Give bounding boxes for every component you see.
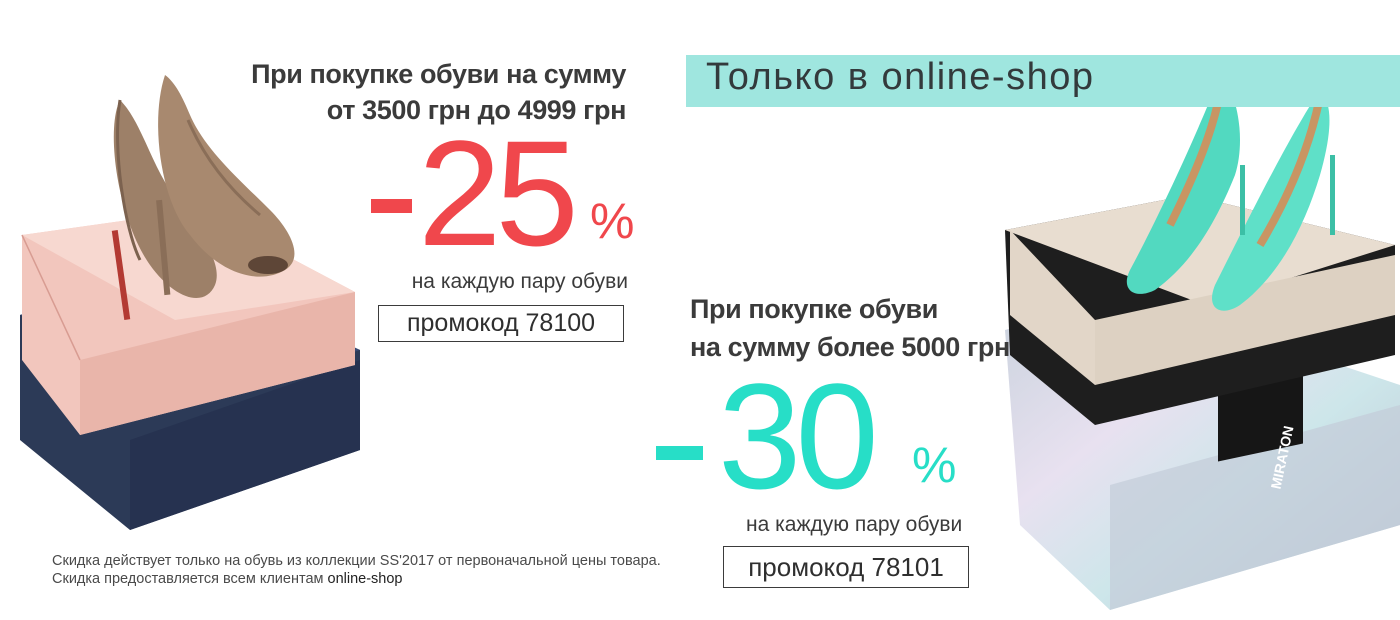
offer-2-minus-sign [656, 446, 703, 460]
right-product-image: MIRATON [1005, 75, 1400, 610]
offer-1-condition-line: от 3500 грн до 4999 грн [326, 95, 627, 125]
offer-1-promo-code: промокод 78100 [378, 305, 624, 342]
offer-2-condition: При покупке обуви на сумму более 5000 гр… [690, 290, 1010, 366]
offer-2-percent-sign: % [912, 437, 957, 493]
offer-1-discount-value: 25 [418, 109, 579, 277]
offer-2-subtext: на каждую пару обуви [746, 513, 963, 536]
offer-1-minus-sign [371, 199, 412, 213]
banner-title: Только в online-shop [706, 56, 1095, 98]
footnote-line-2-text: Скидка предоставляется всем клиентам [52, 571, 328, 587]
footnote-line-2: Скидка предоставляется всем клиентам onl… [52, 570, 661, 588]
offer-1-percent-sign: % [590, 193, 635, 249]
offer-1-condition-line: При покупке обуви на сумму [251, 59, 626, 89]
footnote-brand: online-shop [327, 571, 403, 587]
offer-2-condition-line: При покупке обуви [690, 294, 938, 324]
offer-2-condition-line: на сумму более 5000 грн [690, 332, 1010, 362]
offer-2-discount-value: 30 [718, 352, 879, 520]
online-shop-banner [686, 55, 1400, 107]
offer-2-promo-code: промокод 78101 [723, 546, 969, 588]
footnote: Скидка действует только на обувь из колл… [52, 552, 661, 588]
offer-1-subtext: на каждую пару обуви [411, 270, 628, 293]
offer-1-condition: При покупке обуви на сумму от 3500 грн д… [251, 56, 626, 128]
footnote-line-1: Скидка действует только на обувь из колл… [52, 553, 661, 569]
left-product-image [20, 75, 360, 530]
